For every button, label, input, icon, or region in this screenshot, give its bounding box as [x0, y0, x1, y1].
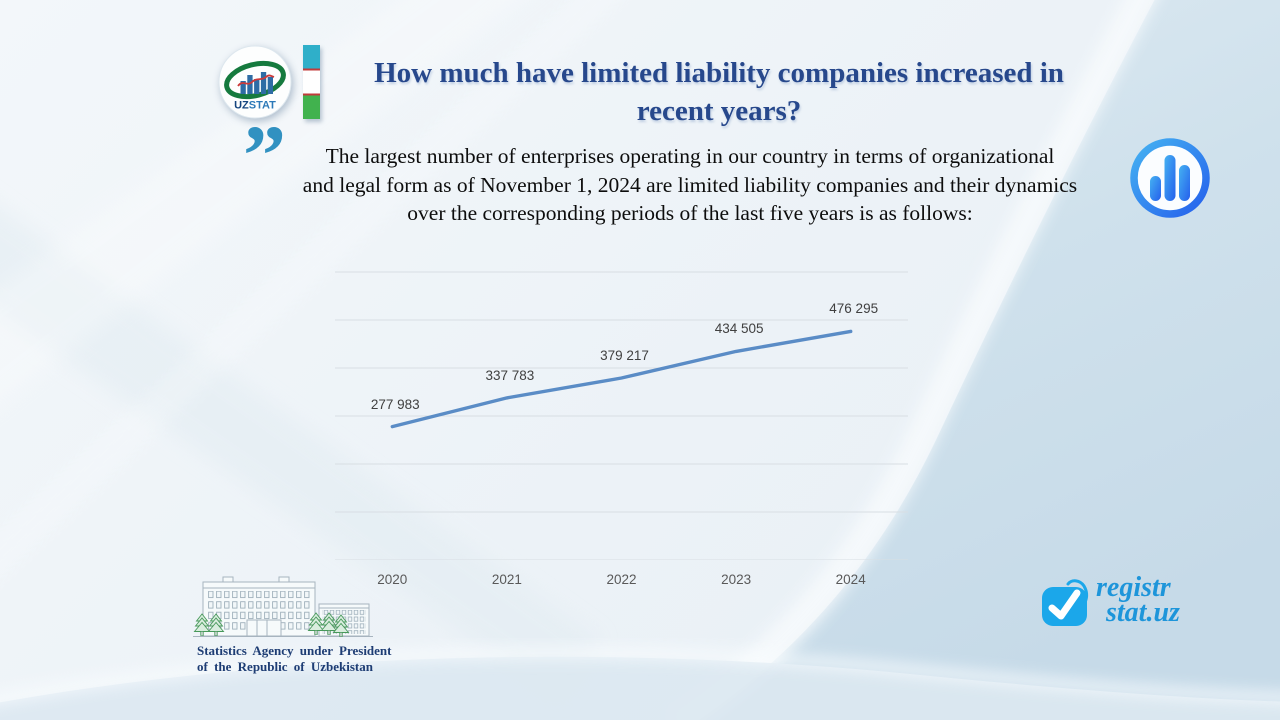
intro-text: The largest number of enterprises operat…: [245, 142, 1135, 228]
data-label-2022: 379 217: [600, 347, 649, 363]
series-line: [390, 329, 853, 429]
agency-building-illustration: [191, 568, 375, 644]
agency-caption: Statistics Agency under President of the…: [197, 643, 427, 675]
intro-line-3: over the corresponding periods of the la…: [407, 201, 973, 225]
line-chart: 277 983 337 783 379 217 434 505 476 295 2020…: [335, 256, 908, 596]
registr-stat-logo: registr stat.uz: [1040, 572, 1180, 628]
logo-swirl: [224, 60, 286, 100]
site-logo-line-1: registr: [1096, 572, 1171, 603]
logo-trend-line: [237, 74, 275, 87]
x-tick-2020: 2020: [377, 572, 408, 587]
site-logo-line-2: stat.uz: [1106, 597, 1180, 628]
uzstat-logo: UZSTAT: [217, 44, 293, 120]
agency-caption-line-2: of the Republic of Uzbekistan: [197, 659, 373, 674]
intro-line-1: The largest number of enterprises operat…: [325, 144, 1055, 168]
x-tick-2021: 2021: [491, 572, 522, 587]
x-tick-2023: 2023: [721, 572, 752, 587]
page-title: How much have limited liability companie…: [336, 54, 1102, 130]
uzbekistan-flag-stripe: [303, 45, 320, 119]
x-tick-2022: 2022: [606, 572, 637, 587]
logo-text-uz: UZ: [234, 100, 249, 112]
svg-text:UZSTAT: UZSTAT: [234, 100, 276, 112]
logo-bars-icon: [240, 72, 273, 94]
intro-line-2: and legal form as of November 1, 2024 ar…: [302, 172, 1078, 197]
chart-plot-area: [335, 271, 908, 560]
data-label-2024: 476 295: [829, 301, 879, 317]
bar-chart-badge-icon: [1127, 135, 1213, 221]
site-logo-text: registr stat.uz: [1096, 572, 1180, 628]
quote-icon: ”: [243, 107, 286, 203]
title-line-2: recent years?: [636, 95, 802, 127]
data-label-2021: 337 783: [485, 367, 535, 383]
x-tick-2024: 2024: [835, 572, 866, 587]
data-label-2020: 277 983: [370, 396, 420, 412]
badge-bars-icon: [1150, 155, 1190, 201]
logo-text-stat: STAT: [249, 100, 276, 112]
agency-caption-line-1: Statistics Agency under President: [197, 643, 392, 658]
data-label-2023: 434 505: [714, 321, 764, 337]
title-line-1: How much have limited liability companie…: [374, 57, 1064, 89]
checkmark-icon: [1042, 579, 1088, 626]
